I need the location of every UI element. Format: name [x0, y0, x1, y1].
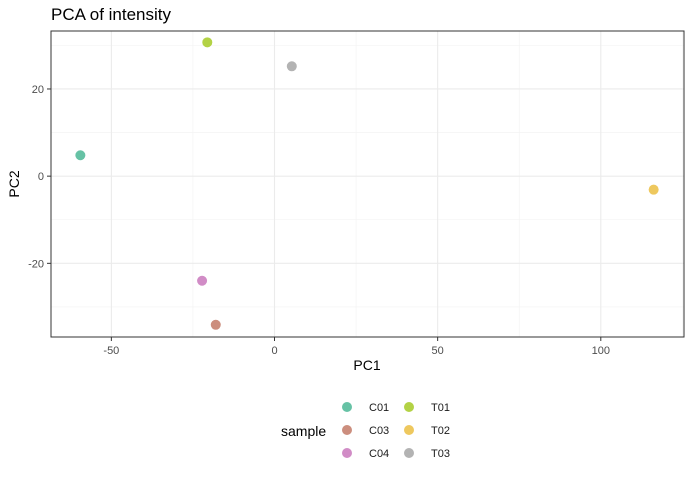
legend-item-c01: C01	[342, 402, 389, 414]
legend-label: T02	[431, 425, 450, 437]
data-point-t03	[286, 61, 297, 72]
legend-key	[342, 425, 352, 435]
legend-label: C04	[369, 448, 389, 460]
legend-item-t03: T03	[404, 448, 450, 460]
legend-key	[404, 402, 414, 412]
major-gridlines	[51, 31, 684, 337]
x-axis-title: PC1	[353, 357, 380, 373]
data-point-t01	[202, 37, 213, 48]
legend-label: C01	[369, 402, 389, 414]
x-tick-label: 0	[271, 345, 277, 357]
data-point-c01	[75, 150, 86, 161]
x-tick-label: 50	[432, 345, 444, 357]
y-tick-label: 0	[38, 171, 44, 183]
legend-title: sample	[281, 423, 326, 439]
legend-label: T01	[431, 402, 450, 414]
data-point-c04	[197, 275, 208, 286]
x-axis-ticks: -50 0 50 100	[103, 337, 610, 357]
data-points	[75, 37, 659, 330]
legend-key	[404, 448, 414, 458]
legend-label: T03	[431, 448, 450, 460]
y-tick-label: 20	[32, 84, 44, 96]
x-tick-label: 100	[592, 345, 610, 357]
y-tick-label: -20	[28, 258, 44, 270]
legend-key	[342, 402, 352, 412]
data-point-c03	[210, 319, 221, 330]
chart-title: PCA of intensity	[51, 5, 172, 24]
legend: sample C01 C03 C04 T01 T02 T03	[281, 402, 450, 460]
legend-item-c03: C03	[342, 425, 389, 437]
legend-item-t02: T02	[404, 425, 450, 437]
legend-item-c04: C04	[342, 448, 389, 460]
legend-item-t01: T01	[404, 402, 450, 414]
legend-key	[404, 425, 414, 435]
legend-label: C03	[369, 425, 389, 437]
minor-gridlines	[51, 31, 684, 337]
plot-panel	[51, 31, 684, 337]
y-axis-title: PC2	[6, 170, 22, 197]
x-tick-label: -50	[103, 345, 119, 357]
data-point-t02	[648, 184, 659, 195]
legend-items: C01 C03 C04 T01 T02 T03	[342, 402, 450, 460]
plot-border	[50, 30, 685, 338]
legend-key	[342, 448, 352, 458]
y-axis-ticks: -20 0 20	[28, 84, 51, 270]
